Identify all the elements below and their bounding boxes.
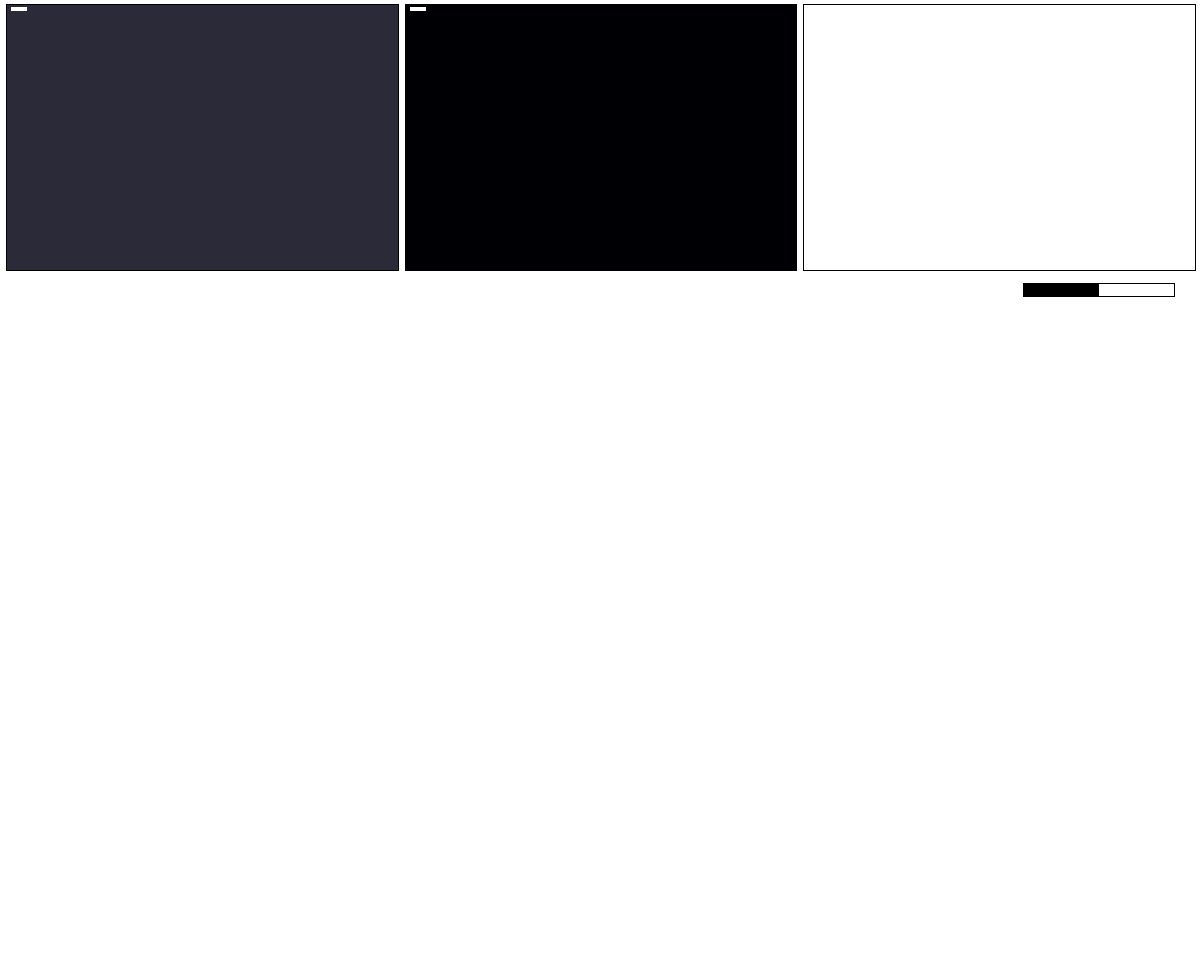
map-a-frame (6, 4, 399, 271)
ts1-col (26, 317, 597, 614)
panel-c-letter (808, 7, 824, 11)
ts2-col (613, 317, 1184, 614)
panel-c (803, 4, 1194, 297)
panel-b-letter (410, 7, 426, 11)
colorbar-c (803, 277, 983, 295)
panel-e (0, 614, 1200, 848)
panel-a-letter (11, 7, 27, 11)
colorbar-a (6, 277, 286, 295)
colorbar-b (405, 277, 685, 295)
ts1-deformation-chart (26, 319, 596, 469)
ts1-seasonal-chart (26, 469, 596, 614)
map-b-frame (405, 4, 798, 271)
figure-root (0, 0, 1200, 959)
scalebar (1023, 283, 1175, 297)
ts2-deformation-chart (613, 319, 1183, 469)
ts2-seasonal-chart (613, 469, 1183, 614)
maps-row (0, 0, 1200, 297)
map-c-frame (803, 4, 1196, 271)
panel-a (6, 4, 397, 297)
panel-b (405, 4, 796, 297)
panel-d-letter (4, 297, 18, 299)
panel-d (0, 297, 1200, 614)
violin-chart (185, 638, 1015, 848)
